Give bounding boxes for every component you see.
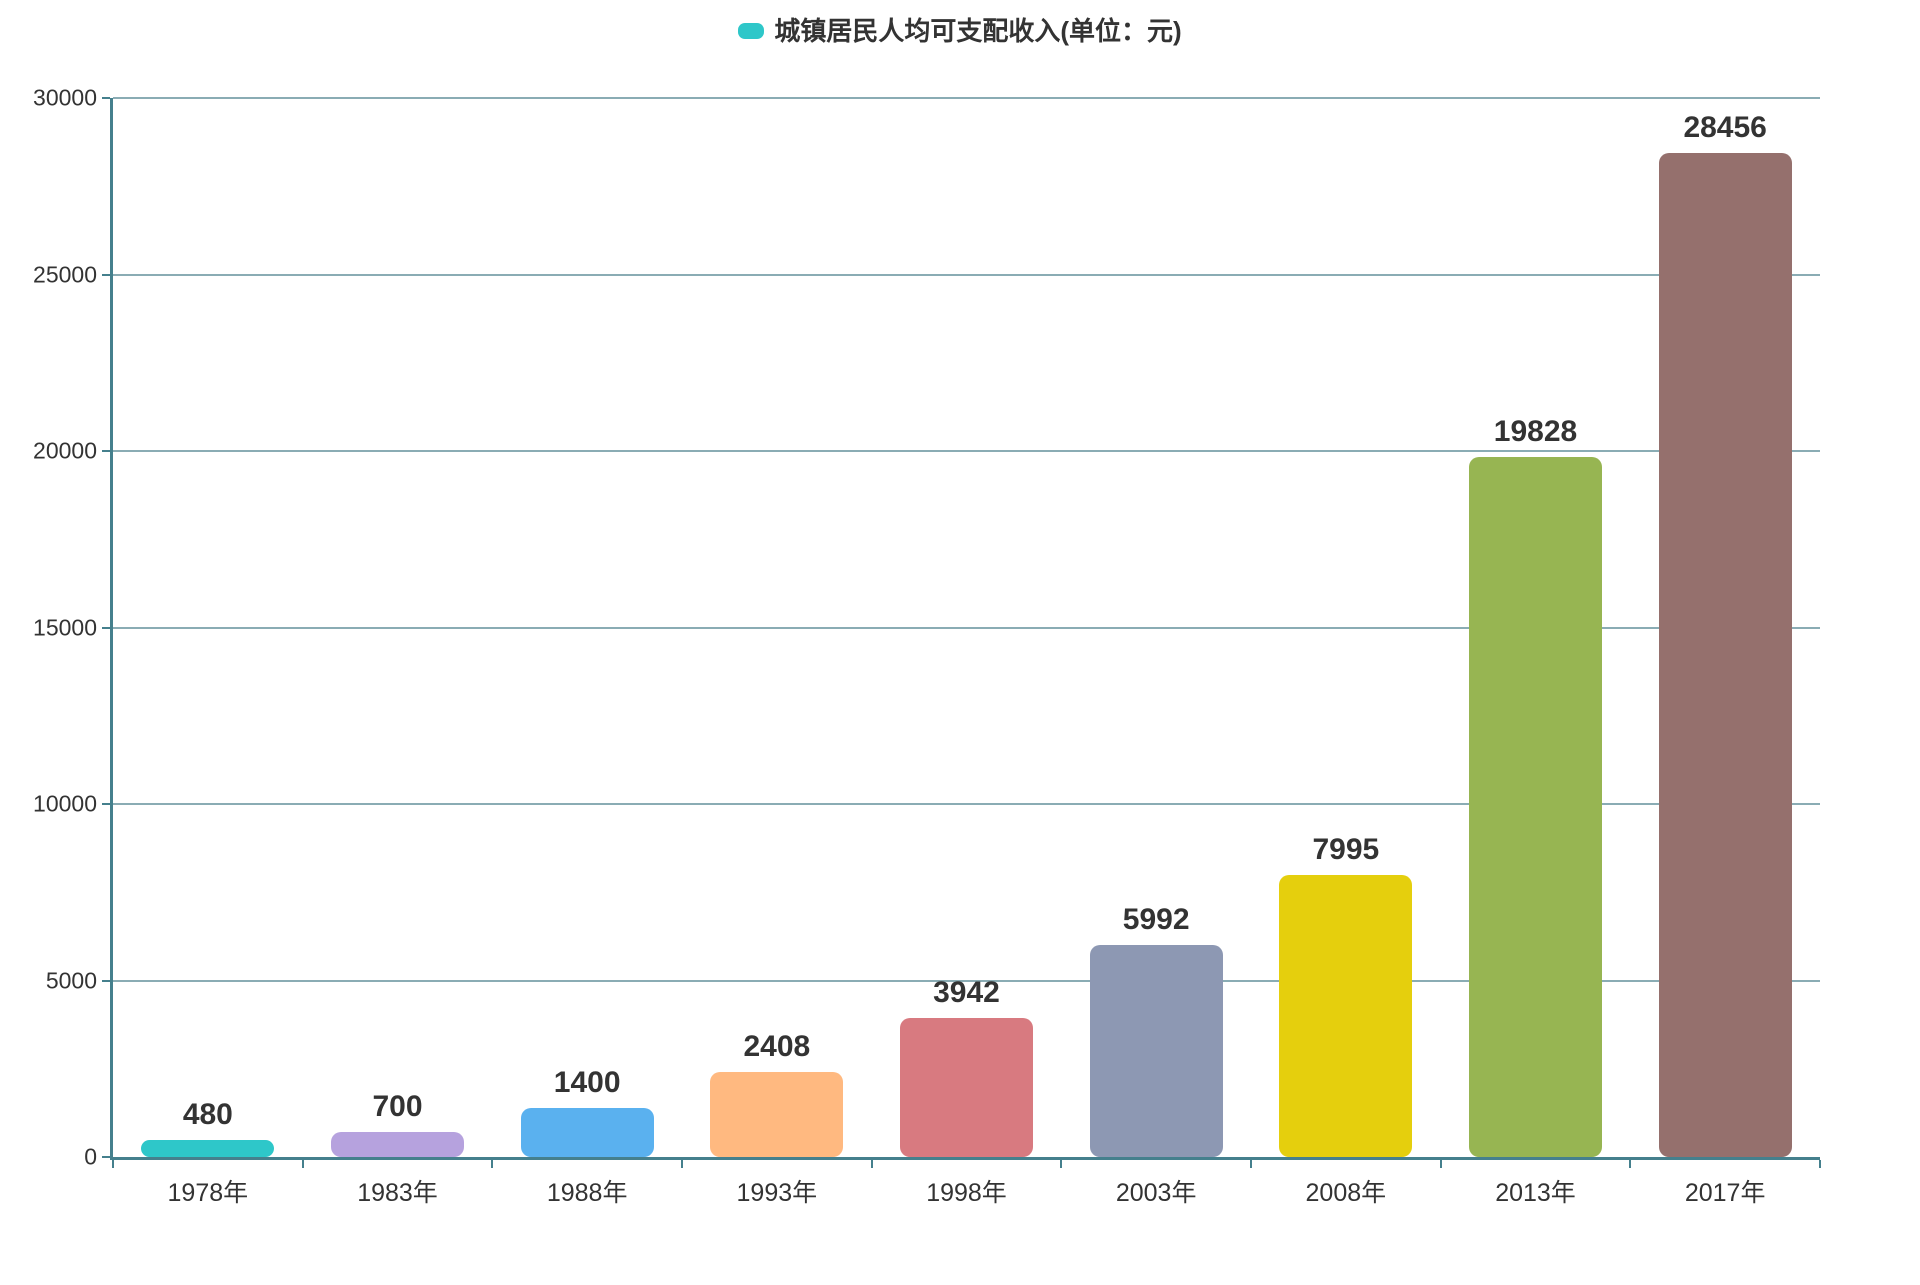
x-axis-label: 1978年 [167, 1179, 249, 1207]
y-axis-tick [102, 450, 110, 452]
y-axis-label: 0 [84, 1143, 97, 1170]
gridline [113, 626, 1820, 629]
bar[interactable] [1469, 457, 1602, 1157]
plot-area: 0 5000 10000 15000 20000 25000 30000 480 1978年 70… [33, 85, 1821, 1207]
bar-value-label: 28456 [1683, 110, 1767, 144]
x-axis-tick [870, 1160, 873, 1168]
bar[interactable] [710, 1072, 844, 1157]
x-axis-tick [1250, 1160, 1252, 1168]
bar-value-label: 1400 [553, 1065, 621, 1099]
gridline [113, 97, 1820, 99]
legend-label: 城镇居民人均可支配收入(单位：元) [774, 16, 1182, 46]
y-axis-label: 10000 [33, 790, 97, 817]
x-axis-tick [301, 1160, 304, 1168]
x-axis-tick [1060, 1160, 1063, 1168]
y-axis-label: 5000 [45, 967, 97, 993]
y-axis-tick [102, 97, 110, 99]
y-axis-tick [102, 626, 110, 629]
bar[interactable] [1279, 874, 1413, 1157]
bar[interactable] [1089, 945, 1223, 1157]
bar[interactable] [141, 1140, 275, 1157]
bar[interactable] [900, 1017, 1033, 1157]
x-axis-tick [681, 1160, 683, 1168]
x-axis-label: 1998年 [926, 1179, 1007, 1207]
bar-value-label: 19828 [1493, 415, 1578, 449]
bar-value-label: 700 [372, 1090, 423, 1124]
x-axis-line [110, 1157, 1820, 1160]
bar-value-label: 7995 [1312, 832, 1380, 866]
bar[interactable] [1658, 152, 1792, 1157]
x-axis-tick [491, 1160, 494, 1168]
y-axis-tick [102, 1156, 110, 1158]
y-axis-label: 20000 [33, 437, 97, 464]
x-axis-tick [1629, 1160, 1632, 1168]
x-axis-label: 2003年 [1115, 1179, 1197, 1207]
bar-value-label: 2408 [743, 1030, 811, 1063]
y-axis-label: 25000 [33, 261, 97, 287]
legend-item[interactable]: 城镇居民人均可支配收入(单位：元) [0, 14, 1920, 48]
x-axis-label: 2013年 [1495, 1179, 1576, 1207]
x-axis-tick [1439, 1160, 1442, 1168]
x-axis-tick [112, 1160, 114, 1168]
x-axis-label: 2017年 [1684, 1179, 1766, 1207]
bar[interactable] [331, 1132, 464, 1157]
bar[interactable] [520, 1107, 654, 1157]
y-axis-label: 30000 [33, 84, 97, 111]
gridline [113, 273, 1820, 276]
x-axis-tick [1819, 1160, 1821, 1168]
y-axis-line [110, 98, 113, 1157]
gridline [113, 450, 1820, 452]
gridline [113, 979, 1820, 982]
x-axis-label: 2008年 [1305, 1179, 1387, 1207]
x-axis-label: 1983年 [357, 1179, 438, 1207]
bar-value-label: 480 [182, 1098, 233, 1132]
bar-value-label: 3942 [933, 975, 1000, 1009]
legend-marker-icon [738, 23, 765, 39]
y-axis-label: 15000 [33, 614, 97, 640]
y-axis-tick [102, 273, 110, 276]
bar-value-label: 5992 [1122, 903, 1190, 937]
x-axis-label: 1993年 [736, 1179, 818, 1207]
y-axis-tick [102, 979, 110, 982]
x-axis-label: 1988年 [546, 1179, 628, 1207]
gridline [113, 803, 1820, 805]
y-axis-tick [102, 803, 110, 805]
